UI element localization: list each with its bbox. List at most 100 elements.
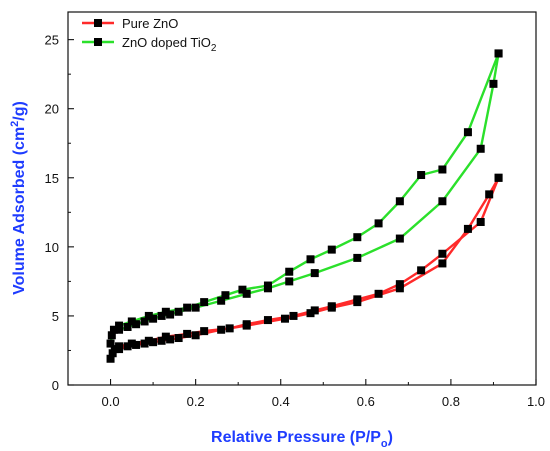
doped-adsorption-point — [149, 314, 158, 323]
pure-desorption-point — [242, 320, 251, 329]
pure-desorption-point — [395, 280, 404, 289]
doped-adsorption-point — [489, 79, 498, 88]
doped-desorption-point — [285, 267, 294, 276]
doped-desorption-point — [438, 165, 447, 174]
y-axis-title-prefix: Volume Adsorbed (cm — [11, 127, 28, 295]
y-tick-label: 10 — [45, 240, 59, 255]
pure-desorption-point — [310, 306, 319, 315]
doped-desorption-point — [353, 233, 362, 242]
ticks-layer — [68, 39, 537, 386]
doped-adsorption-point — [285, 277, 294, 286]
doped-adsorption-point — [191, 303, 200, 312]
x-axis-title: Relative Pressure (P/Po) — [211, 429, 393, 450]
doped-desorption-point — [327, 245, 336, 254]
doped-desorption-point — [395, 197, 404, 206]
pure-adsorption-point — [106, 354, 115, 363]
pure-desorption-point — [115, 342, 124, 351]
doped-desorption-point — [263, 281, 272, 290]
doped-desorption-point — [200, 298, 209, 307]
doped-adsorption-point — [242, 289, 251, 298]
doped-adsorption-point — [109, 325, 118, 334]
pure-adsorption-point — [123, 342, 132, 351]
x-axis-title-tail: ) — [388, 429, 393, 446]
legend: Pure ZnO ZnO doped TiO2 — [82, 16, 217, 54]
doped-adsorption-point — [166, 310, 175, 319]
legend-marker-swatch — [94, 19, 102, 27]
y-tick-label: 25 — [45, 33, 59, 48]
pure-desorption-point — [374, 289, 383, 298]
doped-adsorption-point — [395, 234, 404, 243]
doped-adsorption-point — [140, 317, 149, 326]
doped-desorption-point — [127, 317, 136, 326]
pure-adsorption-point — [217, 325, 226, 334]
doped-adsorption-point — [132, 320, 141, 329]
pure-desorption-point — [289, 311, 298, 320]
x-tick-label: 0.2 — [187, 394, 205, 409]
pure-desorption-point — [476, 217, 485, 226]
doped-desorption-point — [115, 321, 124, 330]
doped-adsorption-point — [157, 311, 166, 320]
pure-desorption-point — [263, 316, 272, 325]
y-tick-label: 0 — [52, 378, 59, 393]
x-tick-label: 0.6 — [357, 394, 375, 409]
legend-label-subscript: 2 — [211, 43, 217, 54]
pure-desorption-point — [438, 249, 447, 258]
doped-desorption-point — [463, 128, 472, 137]
legend-label-text: ZnO doped TiO — [122, 35, 211, 50]
pure-desorption-point — [200, 327, 209, 336]
legend-entry-pure: Pure ZnO — [82, 16, 178, 31]
doped-adsorption-point — [106, 339, 115, 348]
doped-desorption-point — [494, 49, 503, 58]
pure-desorption-point — [183, 329, 192, 338]
doped-desorption-point — [238, 285, 247, 294]
doped-adsorption-point — [353, 253, 362, 262]
doped-desorption-point — [144, 311, 153, 320]
y-tick-label: 5 — [52, 309, 59, 324]
doped-desorption-point — [183, 303, 192, 312]
legend-label: ZnO doped TiO2 — [122, 35, 217, 54]
doped-desorption-point — [306, 255, 315, 264]
pure-adsorption-point — [157, 336, 166, 345]
pure-adsorption-point — [395, 284, 404, 293]
pure-adsorption-point — [463, 224, 472, 233]
pure-adsorption-point — [306, 309, 315, 318]
legend-label: Pure ZnO — [122, 16, 178, 31]
doped-desorption-point — [417, 171, 426, 180]
doped-adsorption-point — [438, 197, 447, 206]
pure-adsorption-point — [149, 338, 158, 347]
series-layer — [106, 49, 503, 363]
legend-label-text: Pure ZnO — [122, 16, 178, 31]
pure-adsorption-point — [166, 335, 175, 344]
x-axis-title-subscript: o — [381, 438, 388, 450]
doped-desorption-point — [221, 291, 230, 300]
pure-adsorption-point — [485, 190, 494, 199]
pure-desorption-point — [494, 173, 503, 182]
pure-adsorption-point — [438, 259, 447, 268]
pure-desorption-point — [327, 302, 336, 311]
doped-desorption-point — [161, 307, 170, 316]
pure-desorption-point — [144, 336, 153, 345]
pure-desorption-point — [417, 266, 426, 275]
x-tick-label: 1.0 — [527, 394, 545, 409]
x-tick-label: 0.4 — [272, 394, 290, 409]
y-tick-label: 20 — [45, 102, 59, 117]
doped-adsorption-point — [217, 296, 226, 305]
pure-desorption-point — [225, 324, 234, 333]
legend-marker-swatch — [94, 38, 102, 46]
x-tick-label: 0.8 — [442, 394, 460, 409]
pure-desorption-point — [161, 332, 170, 341]
pure-adsorption-point — [191, 331, 200, 340]
legend-entry-doped: ZnO doped TiO2 — [82, 35, 217, 54]
x-tick-label: 0.0 — [102, 394, 120, 409]
y-axis-title-superscript: 2 — [9, 121, 21, 127]
doped-desorption-point — [374, 219, 383, 228]
x-axis-title-main: Relative Pressure (P/P — [211, 429, 381, 446]
doped-adsorption-point — [123, 322, 132, 331]
doped-adsorption-point — [174, 307, 183, 316]
doped-adsorption-point — [115, 325, 124, 334]
pure-adsorption-point — [132, 340, 141, 349]
y-axis-title: Volume Adsorbed (cm2/g) — [9, 101, 28, 295]
doped-adsorption-point — [107, 331, 116, 340]
